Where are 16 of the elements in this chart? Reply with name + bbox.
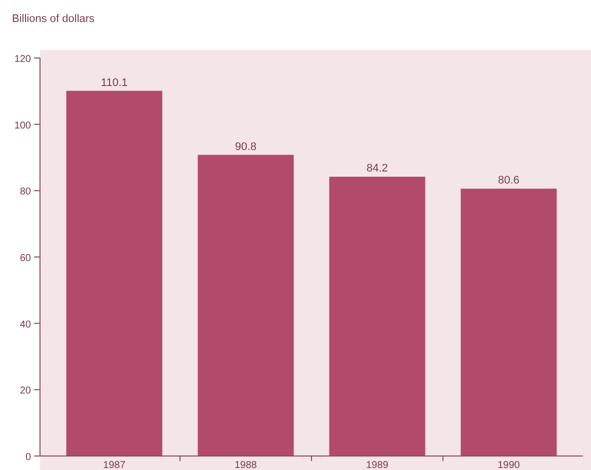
data-label: 90.8 bbox=[235, 140, 256, 153]
x-tick-label: 1988 bbox=[234, 460, 258, 470]
y-tick-label: 0 bbox=[25, 452, 32, 463]
data-label: 84.2 bbox=[366, 162, 388, 175]
y-axis-title: Billions of dollars bbox=[12, 13, 96, 25]
data-label: 110.1 bbox=[100, 76, 128, 89]
y-tick-label: 120 bbox=[14, 54, 32, 65]
y-tick-label: 100 bbox=[14, 120, 32, 132]
y-tick-label: 20 bbox=[20, 386, 32, 397]
x-tick-label: 1990 bbox=[498, 460, 520, 470]
x-tick-label: 1989 bbox=[366, 460, 389, 470]
y-tick-label: 40 bbox=[20, 319, 32, 330]
y-tick-label: 80 bbox=[20, 186, 32, 198]
x-tick-label: 1987 bbox=[103, 460, 126, 470]
data-label: 80.6 bbox=[498, 174, 520, 187]
y-tick-label: 60 bbox=[20, 253, 32, 264]
